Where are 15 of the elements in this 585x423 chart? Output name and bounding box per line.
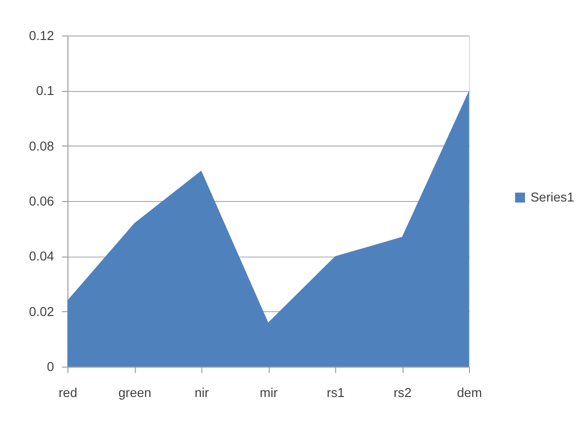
y-tick-label: 0.06 — [28, 194, 54, 208]
x-tick-label: green — [118, 384, 152, 400]
x-tick-label: rs1 — [326, 384, 345, 400]
x-tick-label: nir — [194, 384, 210, 400]
y-tick-label: 0.04 — [28, 248, 54, 264]
x-tick-label: rs2 — [394, 384, 412, 400]
y-tick-label: 0.02 — [28, 304, 54, 319]
y-tick-label: 0.1 — [36, 83, 54, 98]
y-tick-label: 0.12 — [28, 28, 54, 43]
y-tick-label: 0 — [46, 359, 54, 374]
y-tick-label: 0.08 — [28, 138, 54, 154]
x-tick-label: red — [58, 384, 78, 400]
x-tick-label: mir — [260, 384, 278, 400]
legend-label: Series1 — [530, 190, 574, 205]
x-tick-label: dem — [456, 384, 482, 400]
